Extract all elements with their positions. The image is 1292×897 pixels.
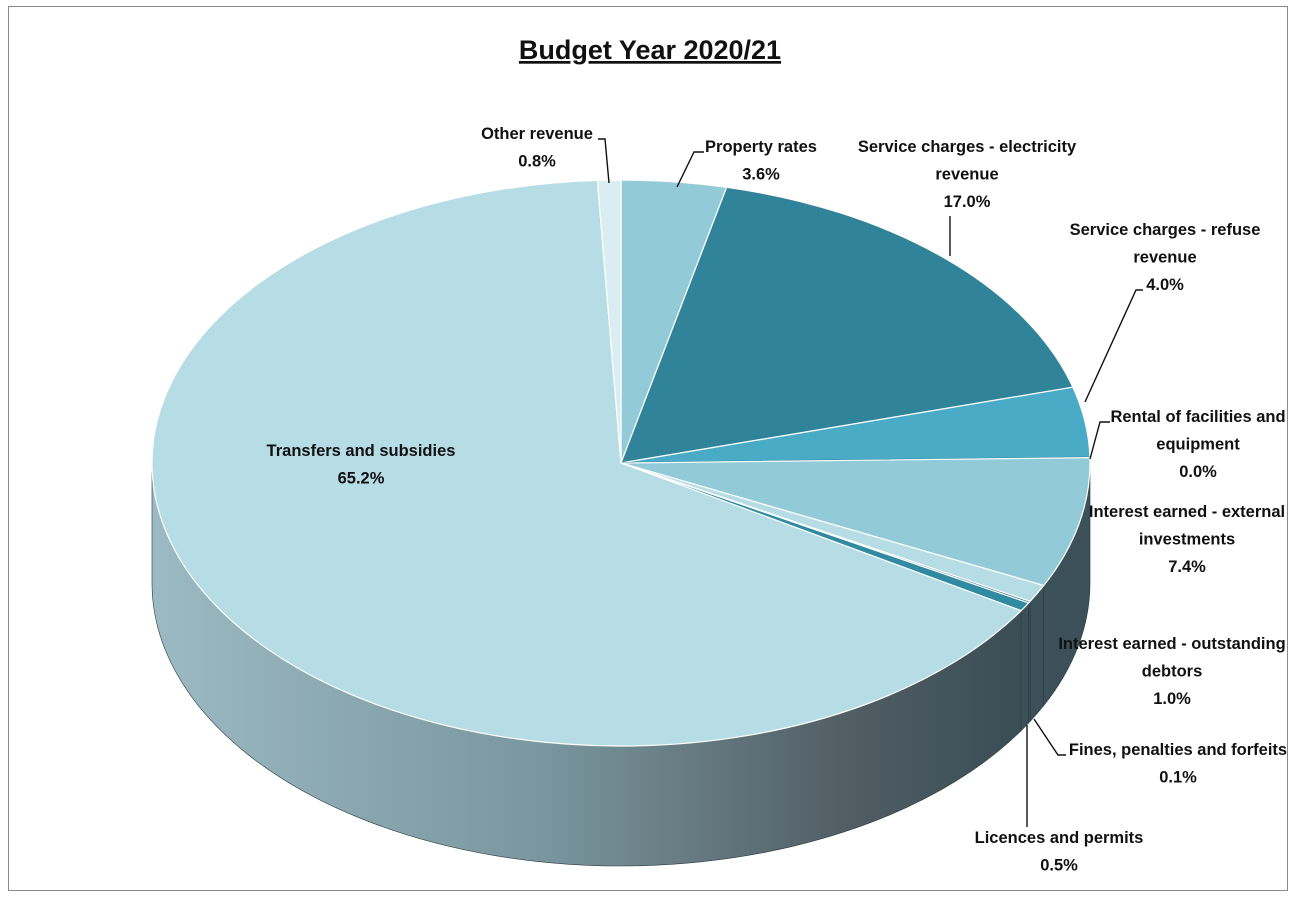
slice-label-property-rates: Property rates 3.6% <box>705 138 817 184</box>
slice-label-fines-penalties-and-forfeits: Fines, penalties and forfeits 0.1% <box>1069 741 1287 787</box>
slice-name-label: revenue <box>935 166 998 184</box>
chart-title: Budget Year 2020/21 <box>519 35 781 65</box>
slice-name-label: Licences and permits <box>975 829 1144 847</box>
slice-name-label: Other revenue <box>481 125 593 143</box>
slice-name-label: Interest earned - outstanding <box>1058 635 1285 653</box>
slice-name-label: debtors <box>1142 663 1203 681</box>
slice-name-label: investments <box>1139 531 1235 549</box>
slice-label-other-revenue: Other revenue 0.8% <box>481 125 593 171</box>
leader-line-fines-penalties-and-forfeits <box>1033 718 1066 756</box>
slice-transfers-and-subsidies <box>151 179 1023 747</box>
slice-name-label: Rental of facilities and <box>1110 408 1285 426</box>
slice-side-licences-and-permits <box>1020 602 1029 732</box>
leader-line-service-charges-refuse-revenue <box>1084 289 1143 403</box>
slice-percent-label: 3.6% <box>742 166 780 184</box>
slice-label-service-charges-electricity-revenue: Service charges - electricity revenue 17.0… <box>858 138 1077 211</box>
slice-percent-label: 0.1% <box>1159 769 1197 787</box>
label-leaders <box>598 138 1143 827</box>
slice-label-licences-and-permits: Licences and permits 0.5% <box>975 829 1144 875</box>
leader-line-other-revenue <box>598 138 610 184</box>
slice-percent-label: 0.8% <box>518 153 556 171</box>
slice-interest-earned-external-investments <box>620 457 1091 587</box>
slice-name-label: Fines, penalties and forfeits <box>1069 741 1287 759</box>
slice-name-label: Service charges - electricity <box>858 138 1077 156</box>
slice-service-charges-electricity-revenue <box>620 186 1074 464</box>
slice-percent-label: 65.2% <box>338 470 385 488</box>
slice-label-transfers-and-subsidies: Transfers and subsidies 65.2% <box>267 442 456 488</box>
leader-line-rental-of-facilities-and-equipment <box>1089 421 1110 460</box>
leader-line-property-rates <box>676 151 704 188</box>
slice-name-label: revenue <box>1133 249 1196 267</box>
slice-side-interest-earned-outstanding-debtors <box>1029 584 1045 723</box>
slice-name-label: Transfers and subsidies <box>267 442 456 460</box>
slice-labels: Property rates 3.6% Service charges - elec… <box>267 125 1288 875</box>
pie-sides <box>151 462 1091 867</box>
slice-name-label: equipment <box>1156 436 1240 454</box>
pie-slices <box>151 179 1091 747</box>
slice-name-label: Property rates <box>705 138 817 156</box>
slice-label-service-charges-refuse-revenue: Service charges - refuse revenue 4.0% <box>1070 221 1261 294</box>
slice-label-rental-of-facilities-and-equipment: Rental of facilities and equipment 0.0% <box>1110 408 1285 481</box>
slice-percent-label: 0.5% <box>1040 857 1078 875</box>
slice-percent-label: 17.0% <box>944 193 991 211</box>
slice-label-interest-earned-external-investments: Interest earned - external investments 7.4… <box>1089 503 1285 576</box>
slice-percent-label: 1.0% <box>1153 690 1191 708</box>
slice-label-interest-earned-outstanding-debtors: Interest earned - outstanding debtors 1.0% <box>1058 635 1285 708</box>
slice-percent-label: 7.4% <box>1168 558 1206 576</box>
slice-name-label: Service charges - refuse <box>1070 221 1261 239</box>
slice-percent-label: 0.0% <box>1179 463 1217 481</box>
slice-name-label: Interest earned - external <box>1089 503 1285 521</box>
slice-percent-label: 4.0% <box>1146 276 1184 294</box>
